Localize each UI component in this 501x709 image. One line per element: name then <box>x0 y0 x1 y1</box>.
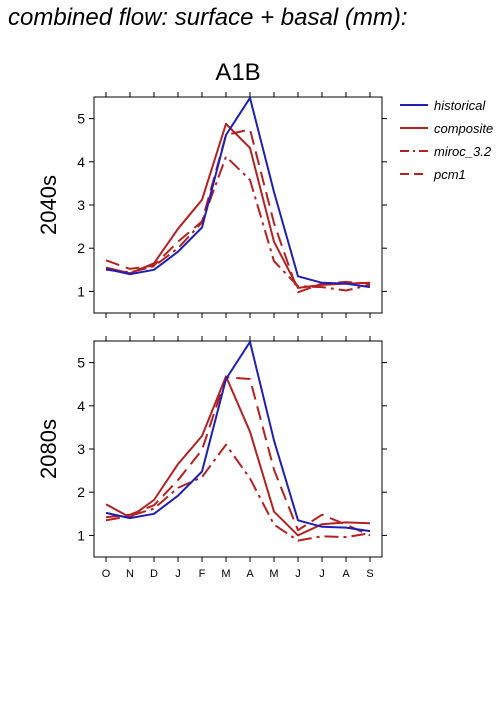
series-line-miroc-3-2 <box>105 155 371 292</box>
x-tick-label: M <box>221 568 230 580</box>
y-tick-label: 3 <box>77 441 85 457</box>
y-tick-label: 5 <box>77 111 85 127</box>
y-tick-label: 4 <box>77 398 85 414</box>
x-tick-label: O <box>102 568 111 580</box>
x-tick-label: J <box>295 568 301 580</box>
series-line-composite <box>105 122 371 289</box>
plot-frame <box>93 96 383 314</box>
x-tick-label: J <box>175 568 181 580</box>
panel-label: 2040s <box>36 175 61 235</box>
legend-label: historical <box>434 98 486 113</box>
page-title: combined flow: surface + basal (mm): <box>8 4 408 31</box>
x-tick-label: N <box>126 568 134 580</box>
x-tick-label: D <box>150 568 158 580</box>
x-tick-label: M <box>269 568 278 580</box>
series-line-historical <box>105 340 371 533</box>
y-tick-label: 4 <box>77 154 85 170</box>
scenario-title: A1B <box>215 59 260 86</box>
x-tick-label: J <box>319 568 325 580</box>
y-tick-label: 1 <box>77 527 85 543</box>
series-line-historical <box>105 96 371 289</box>
series-line-pcm1 <box>105 376 371 537</box>
legend-label: miroc_3.2 <box>434 144 492 159</box>
y-tick-label: 2 <box>77 484 85 500</box>
x-tick-label: F <box>199 568 206 580</box>
plot-frame <box>93 340 383 558</box>
y-tick-label: 5 <box>77 355 85 371</box>
x-tick-label: A <box>246 568 254 580</box>
x-tick-label: S <box>366 568 373 580</box>
legend-label: pcm1 <box>433 167 466 182</box>
x-tick-label: A <box>342 568 350 580</box>
y-tick-label: 3 <box>77 197 85 213</box>
panel-label: 2080s <box>36 419 61 479</box>
series-line-miroc-3-2 <box>105 443 371 542</box>
y-tick-label: 2 <box>77 240 85 256</box>
series-line-composite <box>105 375 371 537</box>
y-tick-label: 1 <box>77 283 85 299</box>
legend-label: composite <box>434 121 493 136</box>
